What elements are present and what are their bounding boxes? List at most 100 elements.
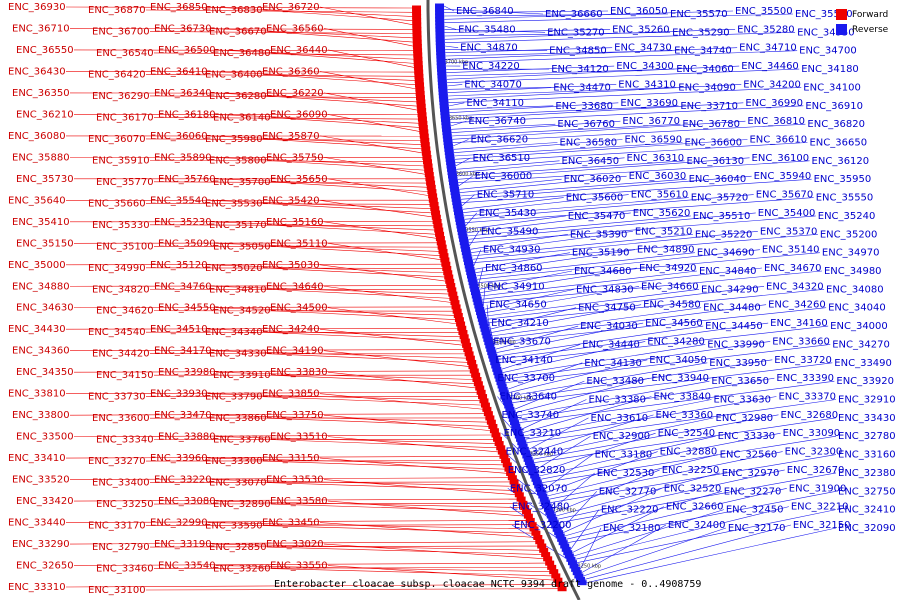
- gene-label-forward: ENC_33960: [150, 453, 208, 464]
- gene-label-reverse: ENC_33670: [493, 336, 551, 347]
- gene-label-forward: ENC_35880: [12, 152, 70, 163]
- connector-forward: [262, 74, 418, 86]
- connector-forward: [73, 562, 548, 566]
- connector-reverse: [548, 451, 783, 500]
- connector-forward: [149, 224, 436, 227]
- gene-feature-reverse: [435, 33, 445, 39]
- gene-feature-reverse: [435, 6, 445, 12]
- gene-feature-reverse: [530, 473, 540, 479]
- gene-label-reverse: ENC_32170: [728, 523, 786, 534]
- gene-label-forward: ENC_35660: [88, 198, 146, 209]
- connector-reverse: [509, 362, 708, 397]
- gene-label-reverse: ENC_34680: [574, 266, 632, 277]
- gene-label-forward: ENC_34520: [213, 306, 271, 317]
- gene-feature-forward: [486, 419, 496, 425]
- connector-reverse: [460, 175, 752, 200]
- gene-feature-forward: [459, 334, 469, 340]
- gene-feature-reverse: [508, 416, 518, 422]
- gene-label-reverse: ENC_32880: [660, 447, 718, 458]
- gene-feature-reverse: [543, 506, 553, 512]
- gene-label-reverse: ENC_32270: [724, 486, 782, 497]
- connector-reverse: [459, 175, 627, 193]
- connector-reverse: [552, 472, 595, 510]
- gene-label-forward: ENC_33310: [8, 582, 66, 593]
- gene-label-forward: ENC_35020: [205, 263, 263, 274]
- gene-feature-reverse: [490, 360, 500, 366]
- gene-feature-forward: [414, 69, 424, 75]
- connector-forward: [215, 565, 552, 572]
- gene-label-reverse: ENC_32400: [668, 520, 726, 531]
- connector-reverse: [456, 157, 625, 173]
- connector-forward: [262, 525, 534, 534]
- gene-feature-reverse: [516, 436, 526, 442]
- connector-reverse: [547, 454, 718, 497]
- gene-feature-reverse: [569, 563, 579, 569]
- gene-feature-reverse: [444, 150, 454, 156]
- gene-label-forward: ENC_34620: [96, 306, 154, 317]
- gene-label-reverse: ENC_36910: [805, 101, 863, 112]
- gene-label-reverse: ENC_34730: [614, 43, 672, 54]
- legend-reverse-label: Reverse: [852, 24, 889, 35]
- gene-label-forward: ENC_32850: [209, 542, 267, 553]
- gene-feature-forward: [509, 479, 519, 485]
- gene-label-reverse: ENC_34480: [703, 303, 761, 314]
- connector-reverse: [449, 102, 744, 120]
- gene-feature-forward: [414, 78, 424, 84]
- gene-feature-reverse: [538, 493, 548, 499]
- gene-label-forward: ENC_32650: [16, 561, 74, 572]
- connector-forward: [327, 114, 422, 133]
- gene-feature-reverse: [436, 50, 446, 56]
- gene-feature-reverse: [519, 446, 529, 452]
- gene-label-forward: ENC_34640: [266, 281, 324, 292]
- gene-label-reverse: ENC_33720: [774, 355, 832, 366]
- gene-feature-reverse: [495, 376, 505, 382]
- gene-label-forward: ENC_33510: [270, 432, 328, 443]
- gene-label-reverse: ENC_36840: [456, 6, 514, 17]
- gene-label-forward: ENC_36500: [158, 45, 216, 56]
- gene-label-forward: ENC_33800: [12, 410, 70, 421]
- connector-reverse: [444, 13, 794, 23]
- gene-label-forward: ENC_33540: [158, 561, 216, 572]
- gene-feature-reverse: [564, 553, 574, 559]
- gene-feature-reverse: [476, 310, 486, 316]
- connector-forward: [266, 546, 544, 555]
- gene-label-forward: ENC_34360: [12, 346, 70, 357]
- gene-label-reverse: ENC_35500: [735, 6, 793, 17]
- connector-reverse: [522, 396, 652, 433]
- connector-forward: [266, 482, 516, 491]
- gene-label-reverse: ENC_32660: [666, 502, 724, 513]
- gene-feature-reverse: [552, 526, 562, 532]
- gene-feature-reverse: [491, 363, 501, 369]
- gene-feature-reverse: [470, 286, 480, 292]
- connector-reverse: [453, 142, 558, 150]
- gene-label-reverse: ENC_32450: [726, 505, 784, 516]
- connector-reverse: [488, 323, 495, 347]
- gene-label-reverse: ENC_33210: [504, 428, 562, 439]
- gene-feature-reverse: [435, 30, 445, 36]
- connector-reverse: [517, 377, 775, 420]
- gene-feature-forward: [433, 223, 443, 229]
- gene-feature-forward: [506, 470, 516, 476]
- gene-feature-reverse: [435, 26, 445, 32]
- gene-feature-forward: [504, 466, 514, 472]
- gene-label-forward: ENC_35540: [150, 195, 208, 206]
- gene-feature-reverse: [466, 270, 476, 276]
- gene-feature-forward: [456, 321, 466, 327]
- gene-feature-reverse: [522, 453, 532, 459]
- gene-label-reverse: ENC_35710: [477, 190, 535, 201]
- gene-label-reverse: ENC_34180: [801, 64, 859, 75]
- gene-label-forward: ENC_36210: [16, 109, 74, 120]
- gene-label-reverse: ENC_32680: [781, 410, 839, 421]
- gene-feature-reverse: [480, 326, 490, 332]
- gene-feature-reverse: [557, 536, 567, 542]
- gene-feature-reverse: [440, 106, 450, 112]
- gene-label-forward: ENC_33420: [16, 496, 74, 507]
- gene-feature-reverse: [453, 210, 463, 216]
- connector-reverse: [455, 157, 471, 167]
- gene-label-forward: ENC_33340: [96, 435, 154, 446]
- gene-label-reverse: ENC_33090: [783, 428, 841, 439]
- gene-feature-reverse: [435, 13, 445, 19]
- gene-label-reverse: ENC_34850: [549, 46, 607, 57]
- connector-reverse: [456, 160, 560, 170]
- gene-feature-reverse: [469, 283, 479, 289]
